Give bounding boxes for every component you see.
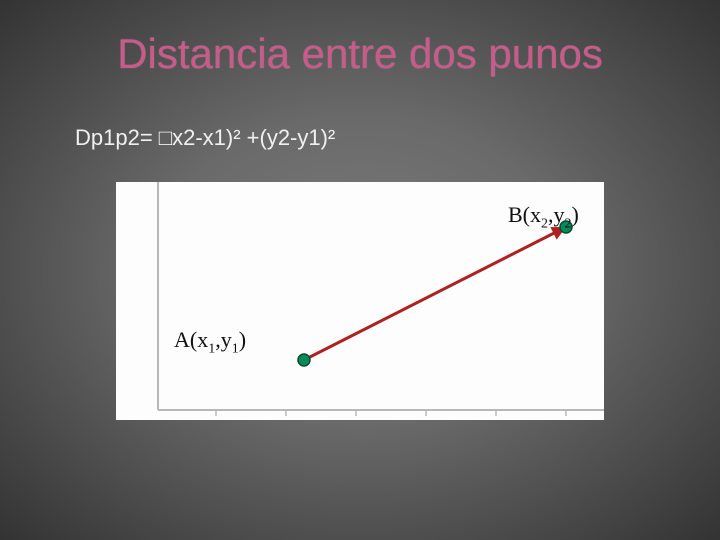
point-a-label: A(x1,y1) [174,327,246,357]
point-b-label: B(x2,y2) [508,202,579,232]
distance-formula: Dp1p2= □x2-x1)² +(y2-y1)² [75,125,335,151]
slide-title: Distancia entre dos punos [117,30,603,78]
distance-chart: A(x1,y1) B(x2,y2) [116,182,604,420]
